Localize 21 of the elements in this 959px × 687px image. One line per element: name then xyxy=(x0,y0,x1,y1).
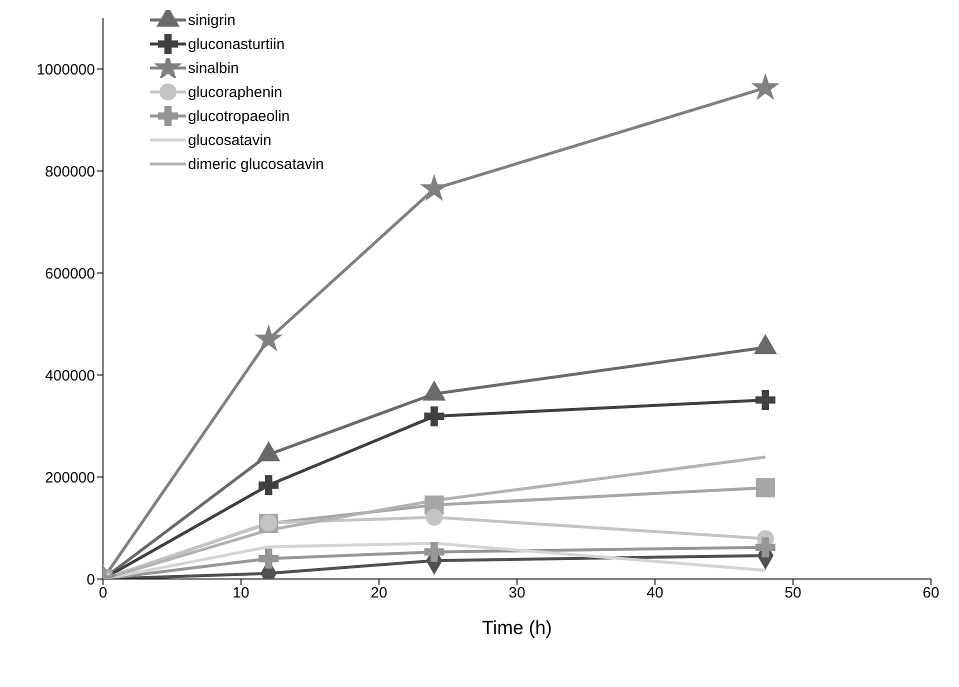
y-tick-label: 200000 xyxy=(44,469,95,486)
x-axis-title: Time (h) xyxy=(482,618,552,639)
y-tick-label: 1000000 xyxy=(36,61,95,78)
y-tick-label: 800000 xyxy=(44,163,95,180)
legend-label: glucosatavin xyxy=(188,132,272,148)
x-tick-label: 60 xyxy=(922,584,940,602)
legend-label: glucotropaeolin xyxy=(188,108,290,124)
x-tick-label: 10 xyxy=(232,584,250,602)
x-tick-label: 0 xyxy=(98,584,108,602)
x-tick-label: 20 xyxy=(370,584,388,602)
x-tick-label: 30 xyxy=(508,584,526,602)
y-tick-label: 400000 xyxy=(44,367,95,384)
x-tick-label: 50 xyxy=(784,584,802,602)
legend-label: glucoraphenin xyxy=(188,84,282,100)
legend-label: sinalbin xyxy=(188,60,239,76)
y-tick-label: 0 xyxy=(86,571,95,588)
legend-label: dimeric glucosatavin xyxy=(188,156,324,172)
legend-label: gluconasturtiin xyxy=(188,36,285,52)
legend-label: sinigrin xyxy=(188,12,236,28)
y-tick-label: 600000 xyxy=(44,265,95,282)
x-tick-label: 40 xyxy=(646,584,664,602)
